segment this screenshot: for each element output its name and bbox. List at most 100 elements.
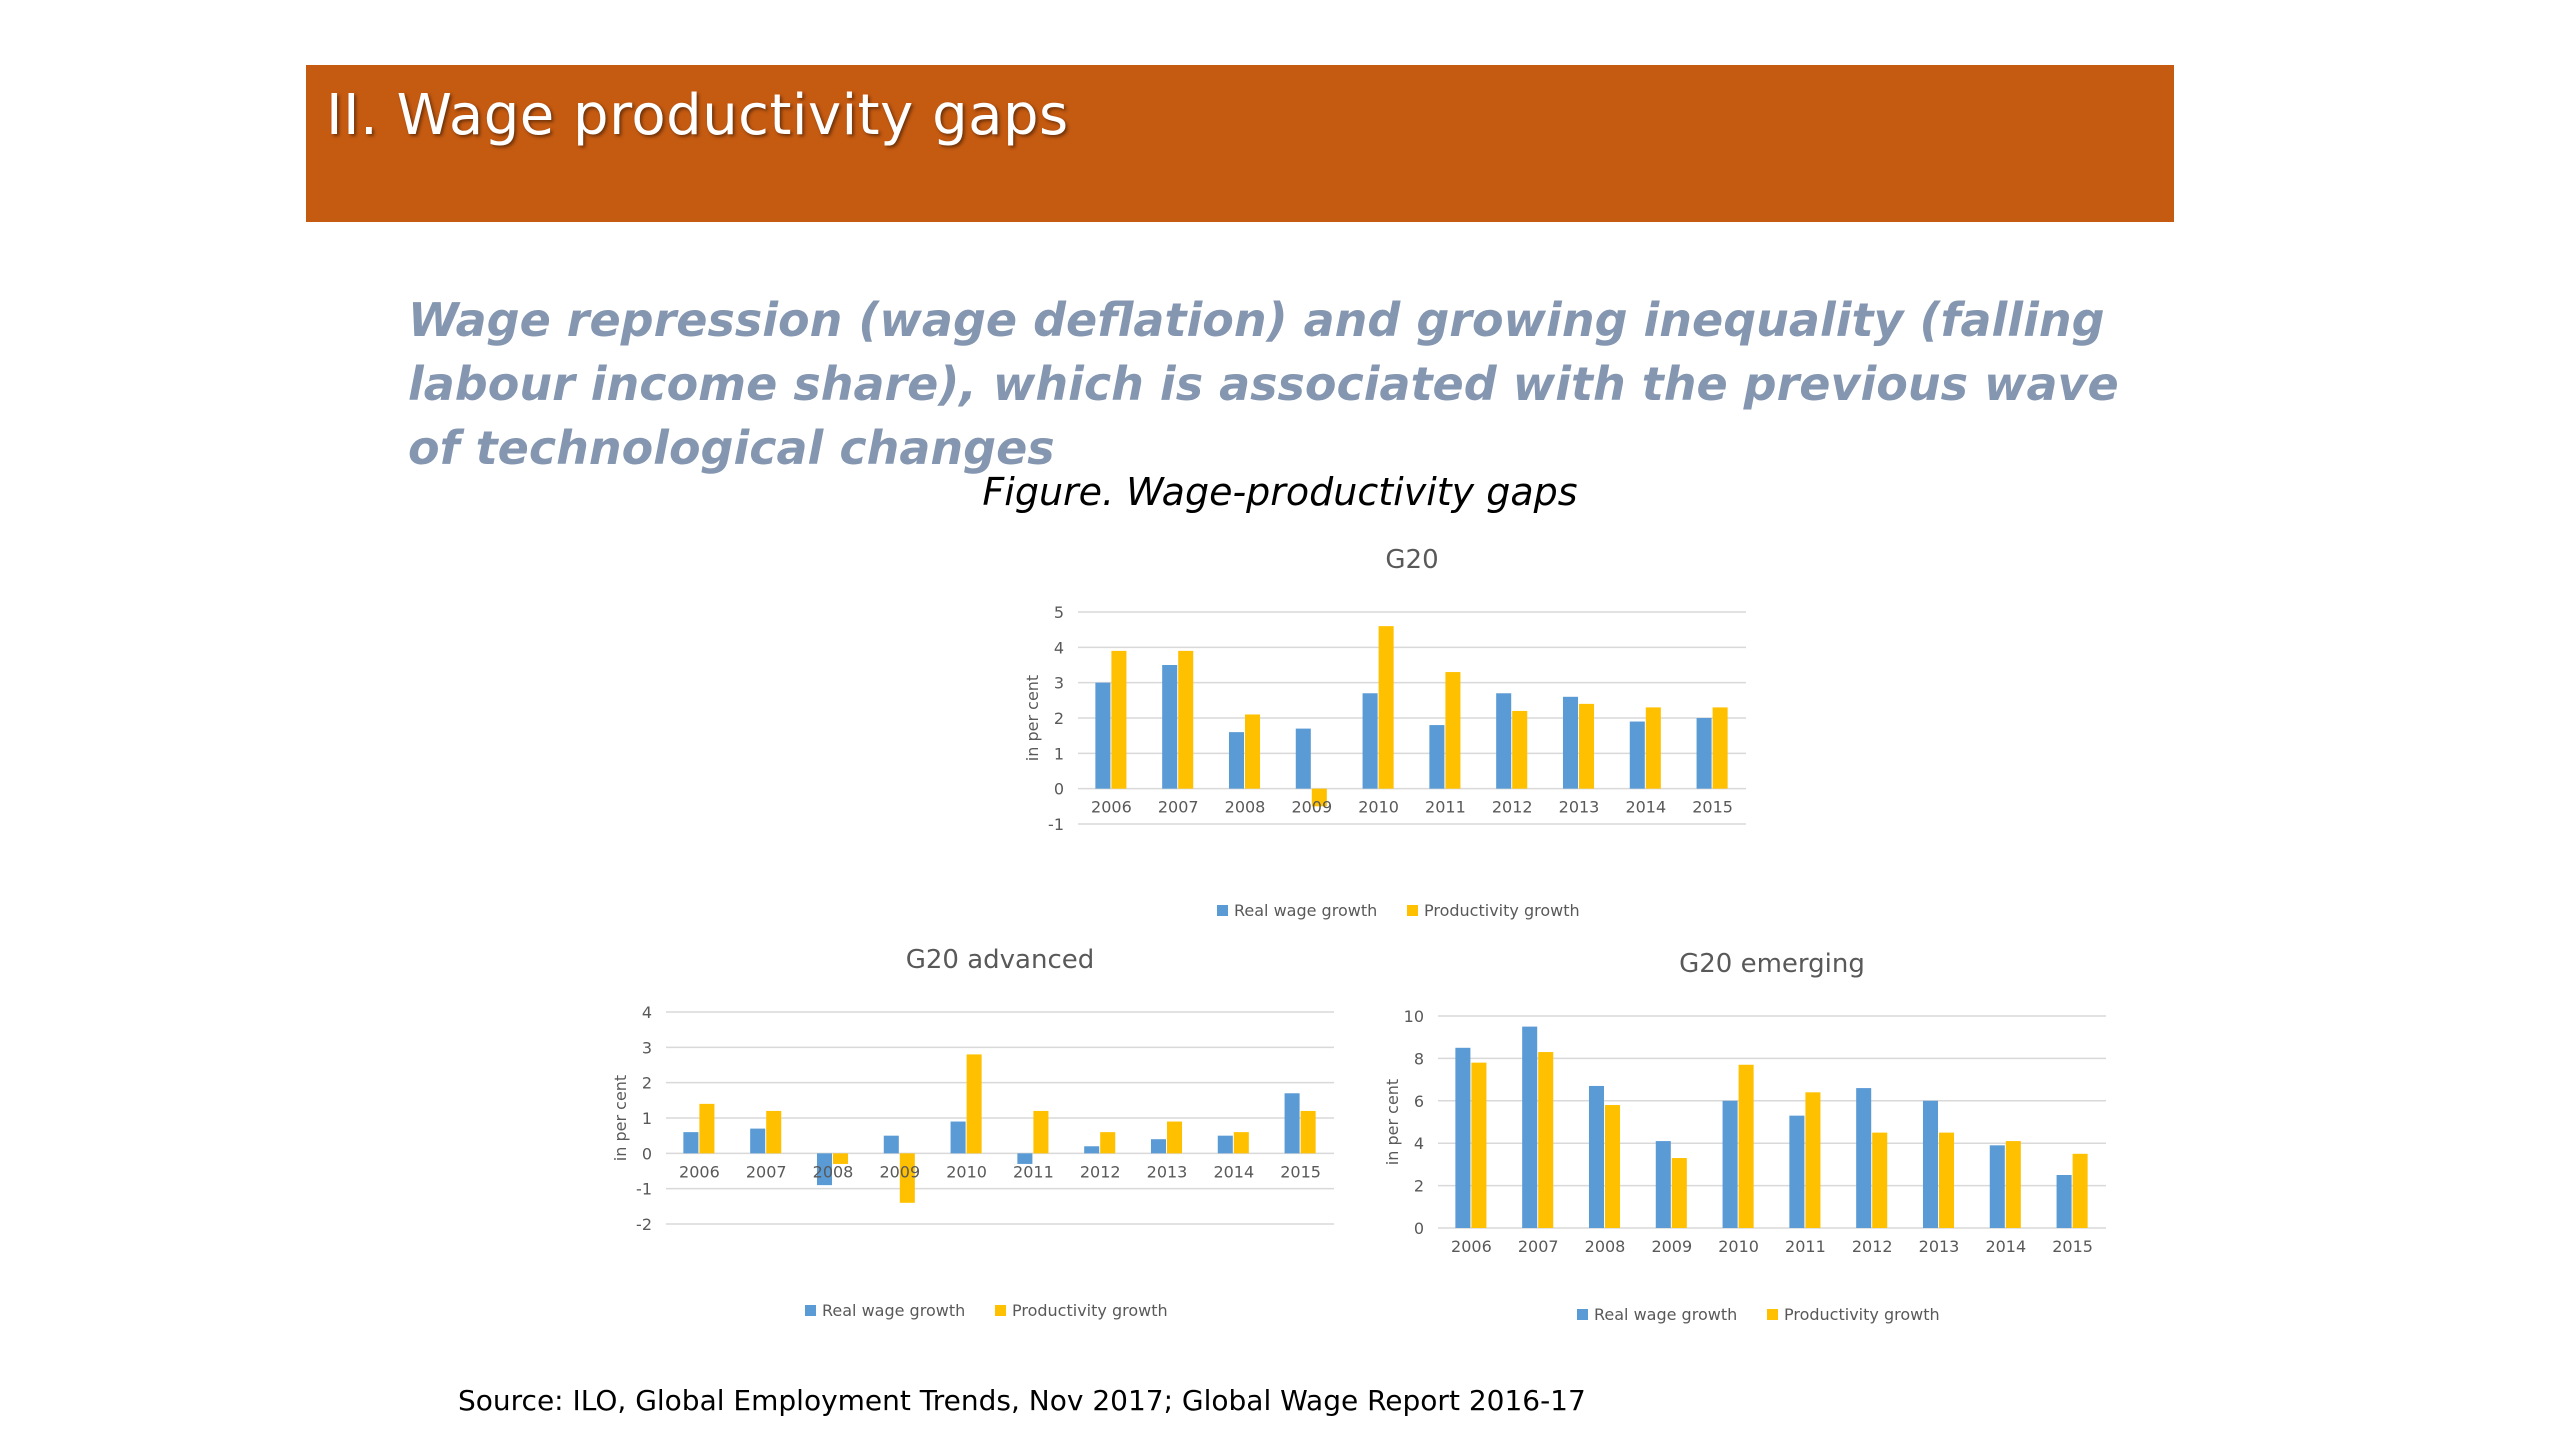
bar-real-wage-2014 bbox=[1989, 1145, 2005, 1228]
x-tick-label: 2009 bbox=[1291, 798, 1332, 817]
x-tick-label: 2014 bbox=[1985, 1237, 2026, 1256]
x-tick-label: 2012 bbox=[1852, 1237, 1893, 1256]
y-axis-label: in per cent bbox=[611, 1075, 630, 1161]
legend-swatch bbox=[805, 1305, 816, 1316]
y-tick-label: 4 bbox=[1414, 1134, 1424, 1153]
x-tick-label: 2010 bbox=[1358, 798, 1399, 817]
bar-real-wage-2012 bbox=[1084, 1146, 1100, 1154]
x-tick-label: 2009 bbox=[1651, 1237, 1692, 1256]
x-tick-label: 2010 bbox=[1718, 1237, 1759, 1256]
y-tick-label: -1 bbox=[1048, 815, 1064, 834]
bar-productivity-2011 bbox=[1033, 1110, 1049, 1154]
bar-productivity-2008 bbox=[833, 1153, 849, 1164]
bar-real-wage-2015 bbox=[1696, 718, 1712, 789]
chart-g20-emerging: G20 emerging 0 2 4 6 8 10 in per cent 2006 2007 20… bbox=[1376, 949, 2116, 1332]
y-axis-label: in per cent bbox=[1383, 1079, 1402, 1165]
y-tick-label: 3 bbox=[1054, 674, 1064, 693]
bar-productivity-2012 bbox=[1512, 710, 1528, 789]
x-tick-label: 2011 bbox=[1425, 798, 1466, 817]
y-tick-label: 2 bbox=[642, 1074, 652, 1093]
bar-productivity-2010 bbox=[966, 1054, 982, 1154]
legend-label: Real wage growth bbox=[1594, 1305, 1737, 1324]
bar-productivity-2007 bbox=[766, 1110, 782, 1154]
x-tick-label: 2015 bbox=[2052, 1237, 2093, 1256]
bar-productivity-2015 bbox=[1300, 1110, 1316, 1154]
x-tick-label: 2007 bbox=[1518, 1237, 1559, 1256]
y-tick-label: 4 bbox=[1054, 638, 1064, 657]
bar-productivity-2009 bbox=[1311, 788, 1327, 807]
chart-title: G20 bbox=[1385, 548, 1438, 575]
x-tick-label: 2006 bbox=[1451, 1237, 1492, 1256]
bar-real-wage-2012 bbox=[1856, 1088, 1872, 1228]
legend-label: Productivity growth bbox=[1784, 1305, 1940, 1324]
x-tick-label: 2015 bbox=[1280, 1162, 1321, 1181]
bar-productivity-2012 bbox=[1100, 1132, 1116, 1154]
bar-productivity-2008 bbox=[1245, 714, 1261, 789]
chart-g20: G20 -1 0 1 2 3 4 5 in per cent 2006 2007 2008 2009 20… bbox=[1016, 545, 1756, 928]
bar-productivity-2014 bbox=[1233, 1132, 1249, 1154]
y-axis-label: in per cent bbox=[1023, 675, 1042, 761]
bar-real-wage-2011 bbox=[1789, 1115, 1805, 1228]
bar-real-wage-2013 bbox=[1150, 1139, 1166, 1154]
bar-real-wage-2013 bbox=[1562, 696, 1578, 789]
bar-real-wage-2010 bbox=[1722, 1100, 1738, 1228]
bar-productivity-2013 bbox=[1939, 1132, 1955, 1228]
bar-real-wage-2006 bbox=[1095, 682, 1111, 789]
bar-productivity-2011 bbox=[1445, 672, 1461, 789]
bar-real-wage-2009 bbox=[1295, 728, 1311, 789]
bar-real-wage-2014 bbox=[1629, 721, 1645, 789]
x-tick-label: 2015 bbox=[1692, 798, 1733, 817]
y-tick-label: 1 bbox=[1054, 744, 1064, 763]
y-tick-label: 5 bbox=[1054, 603, 1064, 622]
bar-real-wage-2007 bbox=[1162, 665, 1178, 789]
bar-productivity-2013 bbox=[1579, 703, 1595, 789]
legend-label: Productivity growth bbox=[1424, 901, 1580, 920]
bar-productivity-2014 bbox=[1645, 707, 1661, 789]
x-tick-label: 2013 bbox=[1919, 1237, 1960, 1256]
bar-real-wage-2008 bbox=[816, 1153, 832, 1186]
bar-real-wage-2011 bbox=[1429, 725, 1445, 789]
bar-real-wage-2015 bbox=[1284, 1093, 1300, 1154]
y-tick-label: 0 bbox=[642, 1144, 652, 1163]
x-tick-label: 2008 bbox=[1585, 1237, 1626, 1256]
x-tick-label: 2008 bbox=[1225, 798, 1266, 817]
x-tick-label: 2013 bbox=[1147, 1162, 1188, 1181]
slide-subtitle: Wage repression (wage deflation) and gro… bbox=[408, 293, 2119, 475]
bar-productivity-2011 bbox=[1805, 1092, 1821, 1228]
legend-label: Productivity growth bbox=[1012, 1301, 1168, 1320]
chart-svg: G20 advanced -2 -1 0 1 2 3 4 in per cent 2006 2007… bbox=[611, 945, 1334, 1320]
bar-productivity-2006 bbox=[1471, 1062, 1487, 1228]
bar-productivity-2009 bbox=[899, 1153, 915, 1203]
bar-real-wage-2009 bbox=[1655, 1141, 1671, 1228]
y-tick-label: 3 bbox=[642, 1038, 652, 1057]
x-tick-label: 2013 bbox=[1559, 798, 1600, 817]
x-tick-label: 2012 bbox=[1492, 798, 1533, 817]
bar-productivity-2007 bbox=[1538, 1052, 1554, 1228]
bar-productivity-2015 bbox=[2072, 1153, 2088, 1228]
figure-caption: Figure. Wage-productivity gaps bbox=[982, 470, 1578, 514]
y-tick-label: 8 bbox=[1414, 1049, 1424, 1068]
bar-real-wage-2010 bbox=[950, 1121, 966, 1154]
bar-real-wage-2015 bbox=[2056, 1175, 2072, 1228]
bar-productivity-2014 bbox=[2005, 1141, 2021, 1228]
y-tick-label: 10 bbox=[1404, 1007, 1424, 1026]
x-tick-label: 2014 bbox=[1625, 798, 1666, 817]
bar-real-wage-2011 bbox=[1017, 1153, 1033, 1164]
y-tick-label: -2 bbox=[636, 1215, 652, 1234]
slide-title: II. Wage productivity gaps bbox=[326, 83, 1069, 148]
bar-real-wage-2006 bbox=[1455, 1047, 1471, 1228]
bar-productivity-2006 bbox=[1111, 650, 1127, 789]
y-tick-label: 1 bbox=[642, 1109, 652, 1128]
x-tick-label: 2011 bbox=[1785, 1237, 1826, 1256]
bar-productivity-2015 bbox=[1712, 707, 1728, 789]
x-tick-label: 2014 bbox=[1213, 1162, 1254, 1181]
bar-real-wage-2008 bbox=[1228, 732, 1244, 789]
bar-real-wage-2012 bbox=[1496, 693, 1512, 789]
bar-productivity-2007 bbox=[1178, 650, 1194, 789]
x-tick-label: 2006 bbox=[679, 1162, 720, 1181]
y-tick-label: 4 bbox=[642, 1003, 652, 1022]
x-tick-label: 2007 bbox=[746, 1162, 787, 1181]
bar-real-wage-2013 bbox=[1922, 1100, 1938, 1228]
bar-real-wage-2007 bbox=[750, 1128, 766, 1154]
legend-label: Real wage growth bbox=[1234, 901, 1377, 920]
